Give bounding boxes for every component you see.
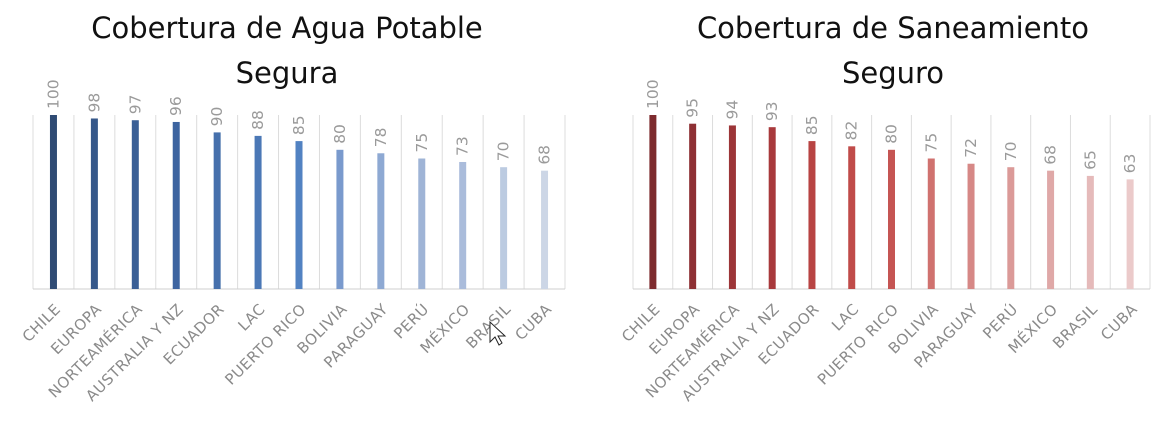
- data-label: 94: [723, 100, 741, 120]
- bar-bolivia: [927, 158, 935, 289]
- category-label: LAC: [828, 300, 862, 334]
- mouse-cursor-icon: [489, 320, 507, 346]
- bar-europa: [90, 118, 98, 289]
- bar-europa: [689, 123, 697, 289]
- bar-puerto-rico: [295, 141, 303, 289]
- data-label: 72: [962, 138, 980, 158]
- data-label: 75: [413, 133, 431, 153]
- chart-title-line: Cobertura de Agua Potable: [91, 11, 483, 45]
- data-label: 70: [495, 141, 513, 161]
- bar-lac: [254, 135, 262, 289]
- bar-chile: [49, 115, 57, 289]
- data-label: 65: [1081, 150, 1099, 170]
- chart-1: Cobertura de Agua PotableSegura100CHILE9…: [19, 11, 566, 405]
- bar-paraguay: [377, 153, 385, 289]
- category-label: LAC: [234, 300, 268, 334]
- data-label: 82: [843, 121, 861, 141]
- data-label: 100: [44, 79, 62, 109]
- bar-chile: [649, 115, 657, 289]
- bar-paraguay: [967, 163, 975, 289]
- data-label: 100: [644, 79, 662, 109]
- bar-puerto-rico: [888, 149, 895, 289]
- bar-ecuador: [213, 132, 221, 289]
- data-label: 73: [454, 136, 472, 156]
- data-label: 80: [331, 124, 349, 144]
- bar-m-xico: [459, 161, 467, 289]
- bar-cuba: [1126, 179, 1134, 289]
- data-label: 68: [1042, 145, 1060, 165]
- data-label: 97: [126, 94, 144, 114]
- data-label: 98: [85, 93, 103, 113]
- bar-brasil: [500, 167, 508, 289]
- data-label: 80: [883, 124, 901, 144]
- data-label: 95: [684, 98, 702, 118]
- category-label: CUBA: [1097, 300, 1141, 344]
- bar-australia-y-nz: [768, 127, 776, 290]
- data-label: 93: [763, 101, 781, 121]
- bar-ecuador: [808, 141, 816, 289]
- chart-2: Cobertura de SaneamientoSeguro100CHILE95…: [618, 11, 1151, 405]
- data-label: 85: [803, 115, 821, 135]
- bar-brasil: [1086, 175, 1094, 289]
- bar-norteam-rica: [728, 125, 736, 289]
- data-label: 75: [922, 133, 940, 153]
- bar-per-: [1007, 167, 1015, 289]
- data-label: 70: [1002, 141, 1020, 161]
- data-label: 88: [249, 110, 267, 130]
- bar-m-xico: [1047, 170, 1055, 289]
- bar-bolivia: [336, 149, 344, 289]
- bar-norteam-rica: [131, 120, 139, 289]
- chart-title-line: Cobertura de Saneamiento: [697, 11, 1089, 45]
- data-label: 85: [290, 115, 308, 135]
- category-label: BRASIL: [1049, 300, 1101, 352]
- chart-title-line: Segura: [236, 56, 339, 90]
- category-label: BRASIL: [462, 300, 514, 352]
- data-label: 96: [167, 96, 185, 116]
- data-label: 68: [536, 145, 554, 165]
- category-label: CUBA: [512, 300, 556, 344]
- bar-cuba: [541, 170, 549, 289]
- bar-australia-y-nz: [172, 121, 180, 290]
- data-label: 90: [208, 107, 226, 127]
- data-label: 63: [1121, 154, 1139, 174]
- bar-lac: [848, 146, 856, 289]
- chart-title-line: Seguro: [842, 56, 944, 90]
- data-label: 78: [372, 128, 390, 148]
- bar-per-: [418, 158, 426, 289]
